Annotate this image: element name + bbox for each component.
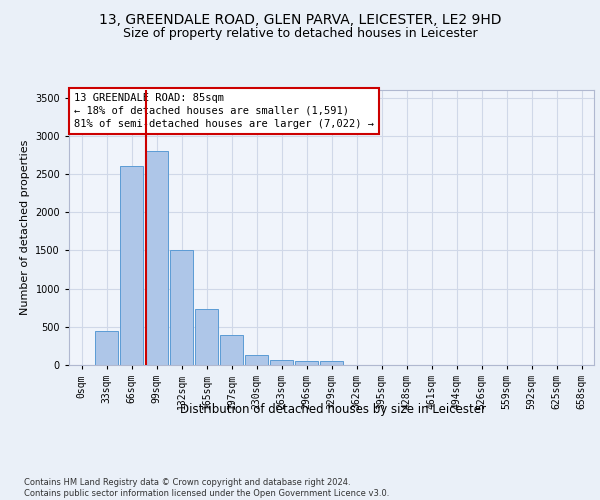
Text: 13 GREENDALE ROAD: 85sqm
← 18% of detached houses are smaller (1,591)
81% of sem: 13 GREENDALE ROAD: 85sqm ← 18% of detach…: [74, 92, 374, 129]
Bar: [320, 361, 343, 365]
Bar: [120, 166, 143, 365]
Bar: [270, 360, 293, 365]
Bar: [220, 335, 243, 365]
Text: Size of property relative to detached houses in Leicester: Size of property relative to detached ho…: [122, 28, 478, 40]
Y-axis label: Number of detached properties: Number of detached properties: [20, 140, 29, 315]
Bar: [145, 151, 168, 365]
Bar: [195, 309, 218, 365]
Text: 13, GREENDALE ROAD, GLEN PARVA, LEICESTER, LE2 9HD: 13, GREENDALE ROAD, GLEN PARVA, LEICESTE…: [99, 12, 501, 26]
Bar: [295, 361, 318, 365]
Bar: [170, 250, 193, 365]
Bar: [95, 330, 118, 365]
Text: Contains HM Land Registry data © Crown copyright and database right 2024.
Contai: Contains HM Land Registry data © Crown c…: [24, 478, 389, 498]
Text: Distribution of detached houses by size in Leicester: Distribution of detached houses by size …: [180, 402, 486, 415]
Bar: [245, 355, 268, 365]
